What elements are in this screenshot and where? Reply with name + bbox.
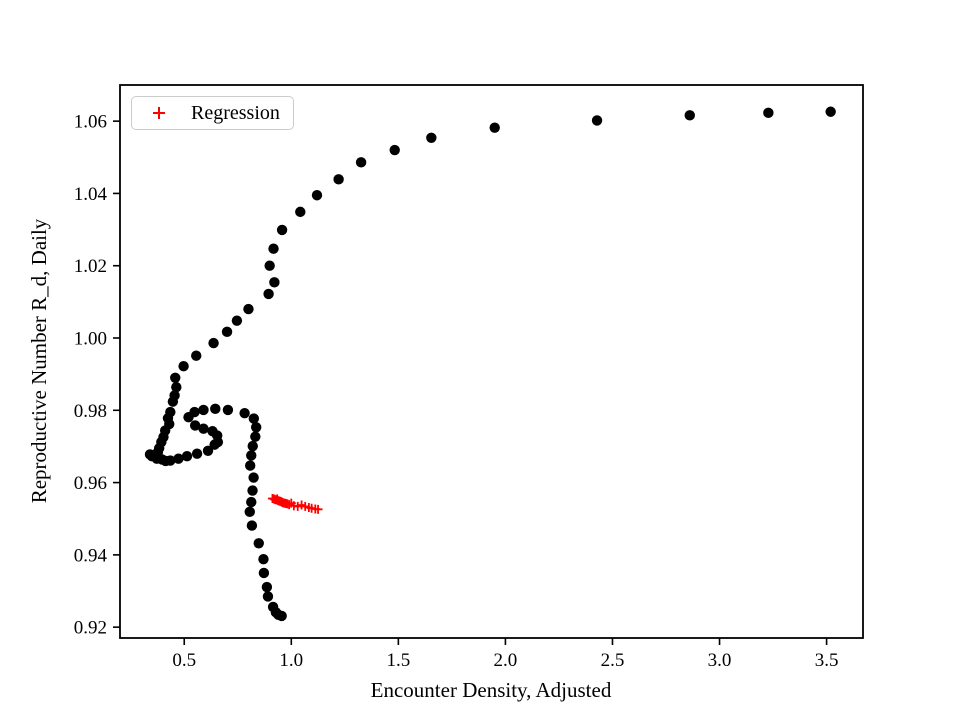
data-point	[264, 260, 275, 271]
data-point	[267, 601, 279, 613]
data-point	[295, 206, 306, 218]
data-point	[239, 407, 250, 419]
data-point	[269, 277, 280, 288]
legend-label-regression: Regression	[191, 101, 280, 124]
legend: Regression	[131, 96, 294, 130]
y-tick-label: 1.04	[74, 184, 108, 205]
data-point	[247, 440, 258, 452]
x-tick-label: 2.5	[601, 650, 625, 671]
data-point	[246, 450, 257, 461]
data-point	[389, 144, 400, 156]
data-point	[684, 110, 695, 121]
data-point	[244, 506, 255, 518]
data-point	[262, 591, 274, 602]
data-point	[243, 303, 254, 315]
data-point	[191, 350, 202, 361]
data-point	[222, 404, 234, 416]
data-point	[258, 554, 269, 565]
data-point	[165, 406, 176, 418]
data-point	[191, 448, 203, 459]
data-point	[250, 422, 262, 433]
data-point	[261, 581, 273, 593]
data-point	[276, 224, 288, 236]
y-tick-label: 0.98	[74, 401, 107, 422]
plot-area	[119, 84, 864, 639]
data-point	[209, 439, 220, 450]
data-point	[591, 115, 603, 126]
data-point	[246, 496, 257, 508]
data-point	[250, 431, 261, 442]
data-point	[268, 243, 279, 254]
regression-point	[313, 504, 323, 514]
data-point	[489, 122, 500, 133]
x-tick-label: 1.0	[279, 650, 303, 671]
data-point	[173, 453, 184, 464]
data-point	[263, 288, 274, 300]
data-point	[198, 404, 209, 416]
y-axis-label: Reproductive Number R_d, Daily	[27, 218, 51, 503]
data-point	[181, 450, 193, 462]
regression-plus-icon	[152, 106, 166, 120]
data-point	[248, 413, 260, 424]
data-point	[183, 411, 194, 423]
y-tick-label: 0.94	[74, 545, 108, 566]
x-tick-label: 2.0	[494, 650, 518, 671]
x-axis-label: Encounter Density, Adjusted	[371, 678, 612, 702]
x-tick-label: 3.0	[708, 650, 732, 671]
data-point	[198, 423, 209, 434]
data-point	[169, 390, 180, 401]
data-point	[253, 538, 264, 549]
data-point	[763, 107, 774, 119]
data-point	[210, 403, 221, 415]
data-point	[231, 315, 243, 326]
y-tick-label: 1.02	[74, 256, 107, 277]
x-tick-label: 3.5	[815, 650, 839, 671]
data-point	[246, 520, 258, 531]
y-tick-label: 1.00	[74, 329, 107, 350]
data-point	[244, 460, 256, 471]
x-tick-label: 0.5	[172, 650, 196, 671]
data-point	[426, 132, 437, 143]
data-point	[825, 106, 836, 117]
y-tick-label: 0.96	[74, 473, 107, 494]
regression-series	[267, 493, 323, 514]
y-tick-label: 0.92	[74, 618, 107, 639]
data-point	[258, 567, 270, 579]
data-point	[355, 157, 367, 168]
x-axis-ticks: 0.5 1.0 1.5 2.0 2.5 3.0 3.5	[172, 638, 838, 671]
data-point	[208, 337, 219, 349]
data-point	[202, 445, 214, 456]
data-point	[248, 472, 259, 483]
data-point	[189, 420, 201, 431]
data-point	[170, 372, 181, 383]
trajectory-series	[144, 106, 836, 622]
data-point	[178, 360, 189, 372]
data-point	[171, 381, 182, 393]
y-tick-label: 1.06	[74, 112, 107, 133]
y-axis-ticks: 0.92 0.94 0.96 0.98 1.00 1.02 1.04 1.06	[74, 112, 120, 639]
data-point	[247, 485, 258, 496]
data-point	[311, 190, 323, 201]
data-point	[221, 326, 233, 338]
data-point	[333, 174, 344, 185]
x-tick-label: 1.5	[386, 650, 410, 671]
